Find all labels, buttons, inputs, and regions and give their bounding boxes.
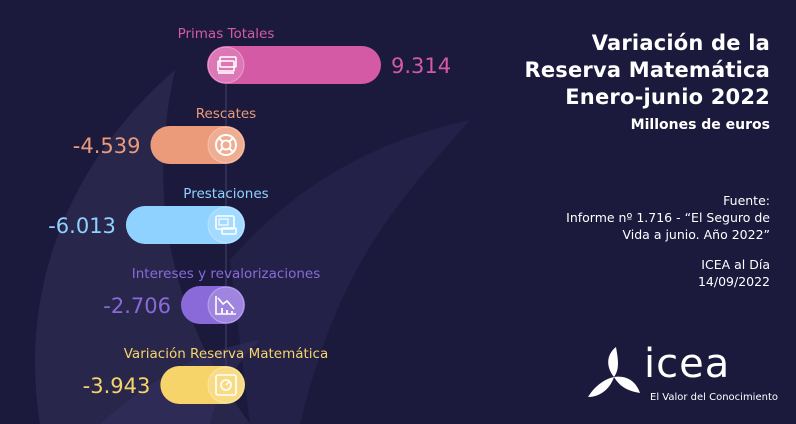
value-label: 9.314: [391, 54, 451, 78]
logo-wordmark: icea: [644, 341, 731, 387]
publication-info: ICEA al Día 14/09/2022: [570, 256, 770, 290]
lifebuoy-icon: [215, 134, 237, 156]
money-stack-icon: [217, 56, 237, 74]
value-label: -2.706: [103, 294, 171, 318]
value-label: -4.539: [73, 134, 141, 158]
title-block: Variación de la Reserva Matemática Enero…: [440, 30, 770, 133]
bar-row: Variación Reserva Matemática -3.943: [83, 346, 329, 404]
logo-tagline: El Valor del Conocimiento: [650, 392, 778, 403]
category-label: Intereses y revalorizaciones: [132, 266, 320, 282]
publication-name: ICEA al Día: [701, 257, 770, 272]
source-note: Fuente: Informe nº 1.716 - “El Seguro de…: [450, 192, 770, 243]
bar-row: Prestaciones -6.013: [48, 186, 269, 244]
chart-title-line-1: Variación de la: [591, 31, 770, 55]
icea-logo-mark-icon: [588, 347, 640, 397]
source-line-2: Vida a junio. Año 2022”: [622, 227, 771, 242]
chart-subtitle: Millones de euros: [630, 117, 770, 133]
chart-title-line-3: Enero-junio 2022: [565, 85, 770, 109]
category-label: Prestaciones: [183, 186, 268, 202]
atm-cash-icon: [215, 215, 237, 235]
bar: [207, 46, 381, 84]
icon-badge: [207, 126, 245, 164]
category-label: Variación Reserva Matemática: [124, 346, 329, 362]
publication-date: 14/09/2022: [697, 274, 770, 289]
icon-badge: [207, 46, 245, 84]
value-label: -3.943: [83, 374, 151, 398]
bar-row: Intereses y revalorizaciones -2.706: [103, 266, 320, 324]
bar-row: Primas Totales 9.314: [178, 26, 451, 84]
source-line-1: Informe nº 1.716 - “El Seguro de: [566, 210, 770, 225]
category-label: Rescates: [196, 106, 256, 122]
safe-icon: [215, 374, 237, 396]
bars-group: Primas Totales 9.314 Rescates -4.539 Prestac…: [48, 26, 451, 404]
category-label: Primas Totales: [178, 26, 275, 42]
value-label: -6.013: [48, 214, 116, 238]
background-decoration: [35, 70, 470, 424]
declining-chart-icon: [215, 296, 236, 315]
icon-badge: [207, 286, 245, 324]
source-label: Fuente:: [723, 193, 770, 208]
icea-logo: icea El Valor del Conocimiento: [582, 341, 782, 415]
bar-row: Rescates -4.539: [73, 106, 256, 164]
chart-title-line-2: Reserva Matemática: [524, 58, 770, 82]
